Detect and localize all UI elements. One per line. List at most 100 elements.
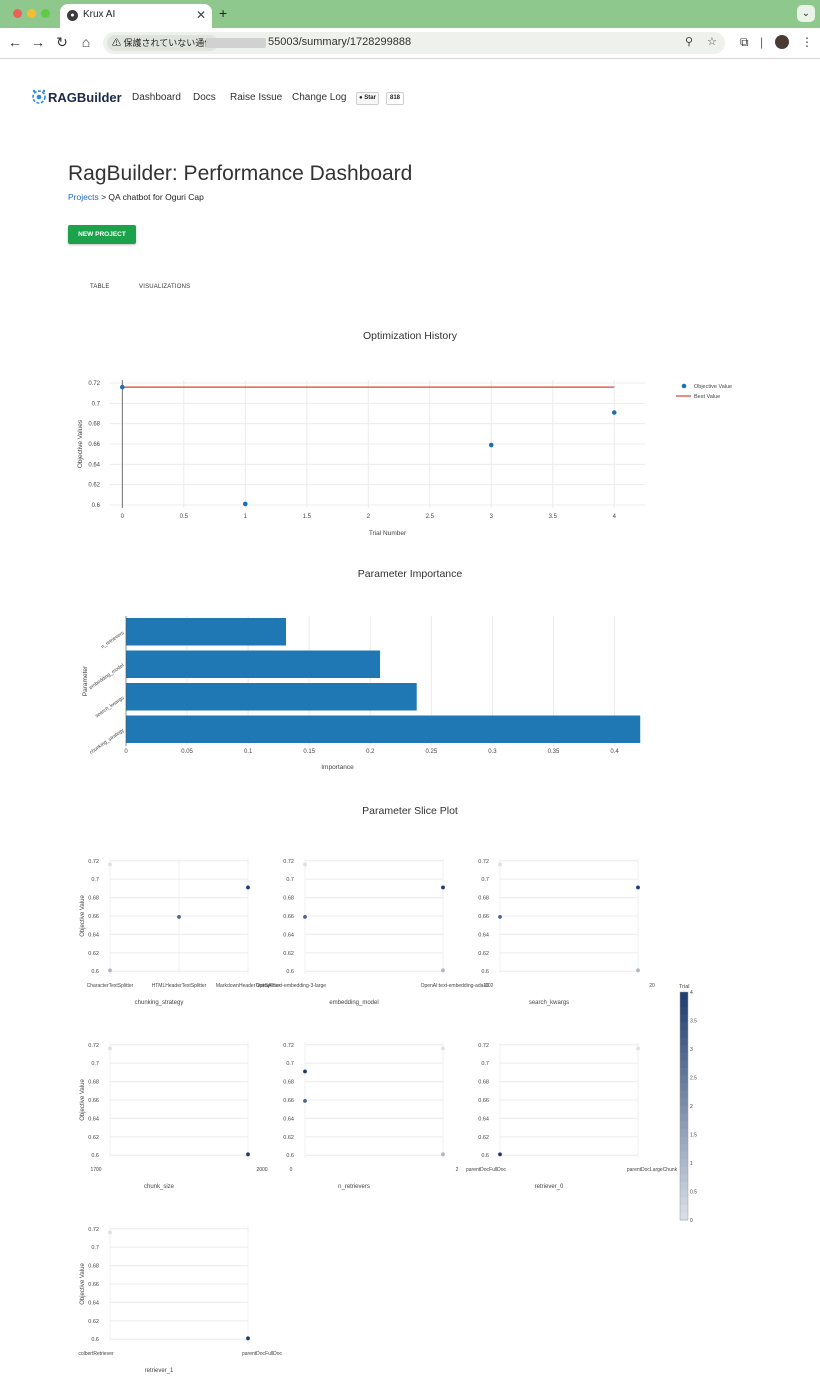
y-tick-label: 0.7: [286, 877, 294, 883]
forward-arrow-icon[interactable]: →: [31, 34, 45, 50]
parameter-importance-chart[interactable]: 0 0.05 0.1 0.15 0.2 0.25 0.3 0.35 0.4 n_retriever…: [0, 600, 820, 790]
y-tick-label: embedding_model: [88, 663, 125, 692]
objective-point: [488, 442, 494, 448]
y-tick-label: 0.64: [88, 932, 99, 938]
browser-tab[interactable]: ● Krux AI ✕: [60, 4, 212, 28]
x-tick-label: colbertRetriever: [78, 1351, 114, 1357]
x-axis-title: embedding_model: [329, 1000, 378, 1006]
reload-icon[interactable]: ↻: [56, 34, 68, 50]
new-project-button[interactable]: NEW PROJECT: [68, 225, 136, 244]
x-axis-title: search_kwargs: [529, 1000, 569, 1006]
close-tab-icon[interactable]: ✕: [195, 8, 206, 22]
y-tick-label: 0.62: [283, 951, 294, 957]
slice-point: [636, 968, 640, 973]
y-tick-label: 0.72: [478, 1043, 489, 1049]
maximize-window-button[interactable]: [41, 9, 50, 18]
colorbar-segment: [680, 1121, 688, 1130]
y-tick-label: 0.72: [88, 1227, 99, 1233]
new-tab-button[interactable]: +: [219, 5, 228, 21]
colorbar-tick-label: 0.5: [690, 1190, 697, 1196]
github-star-count[interactable]: 818: [386, 92, 405, 105]
y-tick-label: 0.66: [88, 442, 100, 448]
slice-point: [246, 1336, 250, 1341]
colorbar-segment: [680, 1174, 688, 1183]
tab-search-chevron-icon[interactable]: ⌄: [797, 5, 815, 22]
minimize-window-button[interactable]: [27, 9, 36, 18]
x-tick-label: OpenAI:text-embedding-3-large: [256, 983, 326, 989]
y-tick-label: 0.7: [91, 877, 99, 883]
parameter-slice-chart[interactable]: 0.60.620.640.660.680.70.72CharacterTextS…: [0, 840, 820, 1380]
colorbar-segment: [680, 999, 688, 1008]
more-menu-icon[interactable]: ⋮: [801, 35, 813, 49]
slice-point: [441, 968, 445, 973]
colorbar-segment: [680, 992, 688, 1001]
x-tick-label: 0: [121, 514, 125, 520]
y-axis-title: Objective Values: [77, 419, 84, 468]
colorbar-segment: [680, 1014, 688, 1023]
profile-avatar[interactable]: [775, 35, 789, 49]
y-axis-title: Objective Value: [80, 1263, 86, 1305]
tab-visualizations[interactable]: VISUALIZATIONS: [139, 284, 191, 290]
y-tick-label: 0.7: [481, 1061, 489, 1067]
objective-point: [611, 410, 617, 415]
x-tick-label: 0.05: [181, 749, 193, 755]
optimization-history-title: Optimization History: [363, 330, 457, 342]
y-tick-label: 0.7: [92, 401, 101, 407]
y-tick-label: 0.6: [481, 1153, 489, 1159]
slice-point: [108, 968, 112, 973]
breadcrumb-projects-link[interactable]: Projects: [68, 192, 99, 202]
x-tick-label: 0: [290, 1167, 293, 1173]
nav-raise-issue[interactable]: Raise Issue: [230, 92, 283, 103]
x-tick-label: 3.5: [549, 514, 558, 520]
y-axis-title: Parameter: [82, 665, 89, 696]
bookmark-star-icon[interactable]: ☆: [707, 36, 717, 48]
close-window-button[interactable]: [13, 9, 22, 18]
slice-point: [636, 885, 640, 890]
y-tick-label: 0.72: [88, 859, 99, 865]
nav-change-log[interactable]: Change Log: [292, 92, 347, 103]
y-tick-label: 0.68: [88, 896, 99, 902]
address-bar[interactable]: ⚠ 保護されていない通信 55003/summary/1728299888 ⚲ …: [103, 32, 725, 54]
x-tick-label: 2: [456, 1167, 459, 1173]
colorbar-tick-label: 3.5: [690, 1019, 697, 1025]
colorbar-frame: [679, 991, 689, 1221]
home-icon[interactable]: ⌂: [81, 34, 91, 50]
y-tick-label: 0.62: [478, 1135, 489, 1141]
profile-separator-icon: |: [760, 35, 764, 49]
extensions-puzzle-icon[interactable]: ⧉: [740, 35, 749, 49]
x-tick-label: 1700: [90, 1167, 101, 1173]
colorbar-tick-label: 0: [690, 1218, 693, 1224]
x-tick-label: parentDocLargeChunk: [627, 1167, 678, 1173]
y-tick-label: 0.64: [478, 932, 489, 938]
colorbar-segment: [680, 1106, 688, 1115]
colorbar-segment: [680, 1197, 688, 1206]
y-tick-label: 0.64: [88, 1116, 99, 1122]
slice-point: [441, 1046, 445, 1051]
tab-table[interactable]: TABLE: [90, 284, 110, 290]
y-tick-label: 0.7: [91, 1061, 99, 1067]
tab-title: Krux AI: [83, 9, 116, 20]
zoom-icon[interactable]: ⚲: [685, 36, 694, 48]
y-tick-label: 0.7: [286, 1061, 294, 1067]
security-chip[interactable]: ⚠ 保護されていない通信: [107, 35, 219, 51]
nav-docs[interactable]: Docs: [193, 92, 216, 103]
y-axis-title: Objective Value: [80, 1079, 86, 1121]
y-tick-label: 0.72: [478, 859, 489, 865]
x-axis-title: Importance: [321, 764, 354, 771]
y-tick-label: 0.68: [283, 896, 294, 902]
slice-point: [303, 1069, 307, 1074]
favicon-icon: ●: [67, 10, 78, 21]
y-tick-label: 0.62: [478, 951, 489, 957]
y-tick-label: 0.68: [88, 1080, 99, 1086]
colorbar-segment: [680, 1083, 688, 1092]
back-arrow-icon[interactable]: ←: [8, 34, 22, 50]
x-tick-label: 0.35: [548, 749, 560, 755]
url-text[interactable]: 55003/summary/1728299888: [268, 36, 412, 48]
y-tick-label: 0.62: [88, 483, 100, 489]
slice-point: [498, 1152, 502, 1157]
github-star-label: Star: [364, 95, 376, 101]
github-star-button[interactable]: ● Star: [356, 92, 379, 105]
colorbar-tick-label: 2.5: [690, 1076, 697, 1082]
optimization-history-chart[interactable]: 0 0.5 1 1.5 2 2.5 3 3.5 4 0.6 0.62 0.64 0.66 0.68 0.7 0…: [0, 360, 820, 550]
nav-dashboard[interactable]: Dashboard: [132, 92, 181, 103]
